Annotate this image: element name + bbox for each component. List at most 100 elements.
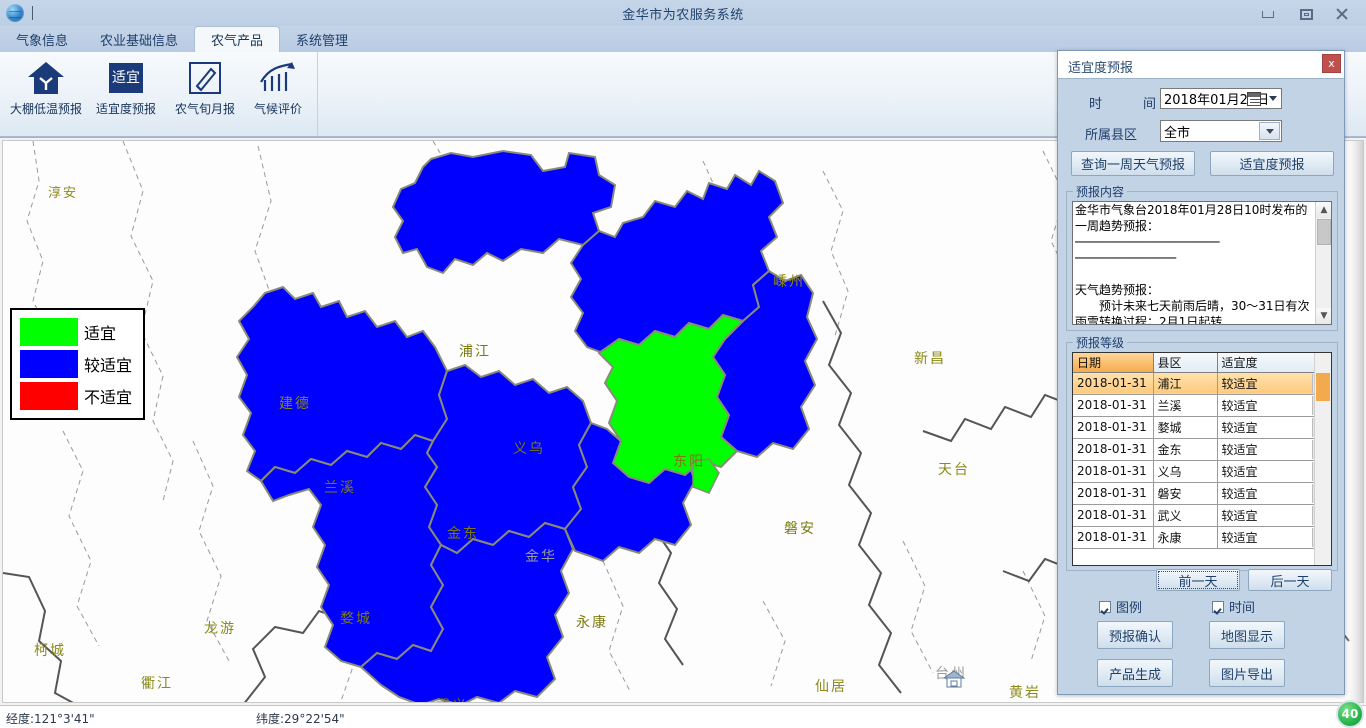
checkbox-indicator[interactable]	[1212, 600, 1224, 613]
title-bar: 金华市为农服务系统	[0, 0, 1366, 26]
cell-grade-combo[interactable]: 较适宜▼	[1217, 526, 1331, 549]
map-label-tiantai: 天台	[938, 462, 970, 478]
prev-day-button[interactable]: 前一天	[1156, 569, 1240, 591]
cell-grade-combo[interactable]: 较适宜▼	[1217, 504, 1331, 527]
forecast-content-caption: 预报内容	[1073, 183, 1128, 200]
minimize-button[interactable]	[1254, 6, 1282, 22]
ribbon-button-suitability-forecast[interactable]: 适宜 适宜度预报	[88, 56, 164, 132]
region-yiwu	[569, 169, 785, 355]
table-header-county[interactable]: 县区	[1153, 353, 1218, 373]
cell-grade-value: 较适宜	[1221, 508, 1258, 523]
cell-date: 2018-01-31	[1073, 372, 1154, 395]
map-label-qujiang: 衢江	[141, 676, 173, 692]
calendar-icon[interactable]	[1247, 92, 1261, 106]
table-row[interactable]: 2018-01-31 浦江 较适宜▼	[1073, 372, 1331, 395]
map-label-wucheng: 婺城	[340, 611, 372, 627]
cell-grade-value: 较适宜	[1221, 420, 1258, 435]
close-window-button[interactable]	[1328, 6, 1356, 22]
suitability-icon: 适宜	[109, 56, 143, 100]
legend-checkbox[interactable]: 图例	[1099, 597, 1142, 616]
checkbox-indicator[interactable]	[1099, 600, 1111, 613]
ribbon-label-greenhouse-low-temp: 大棚低温预报	[9, 102, 82, 116]
chevron-down-icon-date[interactable]	[1269, 96, 1277, 101]
date-input[interactable]: 2018年01月28日	[1160, 88, 1282, 109]
tab-agri-basic-info[interactable]: 农业基础信息	[100, 34, 179, 49]
tab-weather-info[interactable]: 气象信息	[16, 34, 69, 49]
suitability-forecast-dialog: 适宜度预报 x 时 间 2018年01月28日 所属县区 全市 查询一周天气预报…	[1057, 50, 1345, 695]
county-select-value: 全市	[1164, 125, 1191, 141]
globe-icon	[6, 4, 24, 22]
suitability-forecast-button[interactable]: 适宜度预报	[1210, 151, 1334, 176]
scroll-up-icon[interactable]: ▲	[1316, 202, 1331, 218]
scroll-down-icon[interactable]: ▼	[1316, 308, 1331, 324]
ribbon-button-agro-ten-day-monthly[interactable]: 农气旬月报	[167, 56, 243, 132]
county-select[interactable]: 全市	[1160, 120, 1282, 142]
cell-county: 永康	[1153, 526, 1218, 549]
table-scrollbar[interactable]	[1314, 353, 1331, 565]
region-dongyang	[597, 313, 745, 485]
status-latitude: 纬度:29°22'54"	[256, 712, 345, 726]
title-text-caret	[32, 6, 33, 20]
chevron-down-icon-county[interactable]	[1259, 122, 1280, 140]
confirm-forecast-button[interactable]: 预报确认	[1097, 621, 1173, 649]
time-label: 时 间	[1089, 97, 1171, 112]
map-label-chunan-behind-legend: 淳安	[48, 186, 79, 201]
map-display-button[interactable]: 地图显示	[1209, 621, 1285, 649]
map-label-dongyang: 东阳	[673, 454, 705, 470]
product-generate-button[interactable]: 产品生成	[1097, 659, 1173, 687]
dialog-title-bar: 适宜度预报 x	[1058, 51, 1344, 79]
cell-grade-value: 较适宜	[1221, 530, 1258, 545]
table-row[interactable]: 2018-01-31 金东 较适宜▼	[1073, 438, 1331, 461]
legend-item-not-suitable: 不适宜	[20, 382, 132, 410]
dialog-close-button[interactable]: x	[1322, 54, 1341, 73]
ribbon-label-agro-ten-day-monthly: 农气旬月报	[174, 102, 235, 116]
cell-county: 浦江	[1153, 372, 1218, 395]
cell-county: 磐安	[1153, 482, 1218, 505]
map-label-jiande: 建德	[279, 396, 311, 412]
forecast-scrollbar-thumb[interactable]	[1317, 219, 1331, 245]
tab-agro-products[interactable]: 农气产品	[194, 26, 281, 52]
query-week-forecast-button[interactable]: 查询一周天气预报	[1071, 151, 1195, 176]
tab-system-management[interactable]: 系统管理	[296, 34, 349, 49]
cell-grade-combo[interactable]: 较适宜▼	[1217, 482, 1331, 505]
cell-date: 2018-01-31	[1073, 416, 1154, 439]
cell-date: 2018-01-31	[1073, 438, 1154, 461]
map-label-huangyan: 黄岩	[1009, 685, 1041, 701]
forecast-grade-table[interactable]: 日期 县区 适宜度 2018-01-31 浦江 较适宜▼ 2018-01-31	[1072, 352, 1332, 566]
table-row[interactable]: 2018-01-31 婺城 较适宜▼	[1073, 416, 1331, 439]
region-dongyang-sliver	[692, 458, 720, 494]
table-row[interactable]: 2018-01-31 磐安 较适宜▼	[1073, 482, 1331, 505]
map-label-jinhua: 金华	[525, 549, 557, 565]
legend-label-fairly-suitable: 较适宜	[84, 356, 133, 375]
greenhouse-icon	[26, 56, 66, 100]
next-day-button[interactable]: 后一天	[1248, 569, 1332, 591]
legend-label-suitable: 适宜	[84, 324, 117, 343]
cell-grade-value: 较适宜	[1221, 398, 1258, 413]
table-scrollbar-thumb[interactable]	[1316, 373, 1330, 401]
table-row[interactable]: 2018-01-31 兰溪 较适宜▼	[1073, 394, 1331, 417]
maximize-button[interactable]	[1292, 6, 1320, 22]
image-export-button[interactable]: 图片导出	[1209, 659, 1285, 687]
legend-swatch-fairly-suitable	[20, 350, 78, 378]
forecast-textarea[interactable]: 金华市气象台2018年01月28日10时发布的一周趋势预报： ─────────…	[1072, 201, 1332, 325]
status-bar: 经度:121°3'41" 纬度:29°22'54"	[0, 705, 1366, 728]
table-row[interactable]: 2018-01-31 武义 较适宜▼	[1073, 504, 1331, 527]
status-badge[interactable]: 40	[1336, 700, 1364, 728]
time-checkbox[interactable]: 时间	[1212, 597, 1255, 616]
cell-grade-value: 较适宜	[1221, 376, 1258, 391]
date-input-value: 2018年01月28日	[1164, 93, 1270, 108]
ribbon-button-greenhouse-low-temp[interactable]: 大棚低温预报	[8, 56, 84, 132]
cell-date: 2018-01-31	[1073, 394, 1154, 417]
ribbon-label-climate-evaluation: 气候评价	[253, 102, 302, 116]
cell-date: 2018-01-31	[1073, 504, 1154, 527]
table-row[interactable]: 2018-01-31 义乌 较适宜▼	[1073, 460, 1331, 483]
house-icon	[942, 669, 966, 689]
map-label-pujiang: 浦江	[459, 344, 491, 360]
table-row[interactable]: 2018-01-31 永康 较适宜▼	[1073, 526, 1331, 549]
legend-label-not-suitable: 不适宜	[84, 388, 133, 407]
legend-checkbox-label: 图例	[1116, 601, 1143, 616]
ribbon-button-climate-evaluation[interactable]: 气候评价	[240, 56, 316, 132]
forecast-scrollbar[interactable]: ▲ ▼	[1315, 202, 1331, 324]
table-header-date[interactable]: 日期	[1073, 353, 1154, 373]
